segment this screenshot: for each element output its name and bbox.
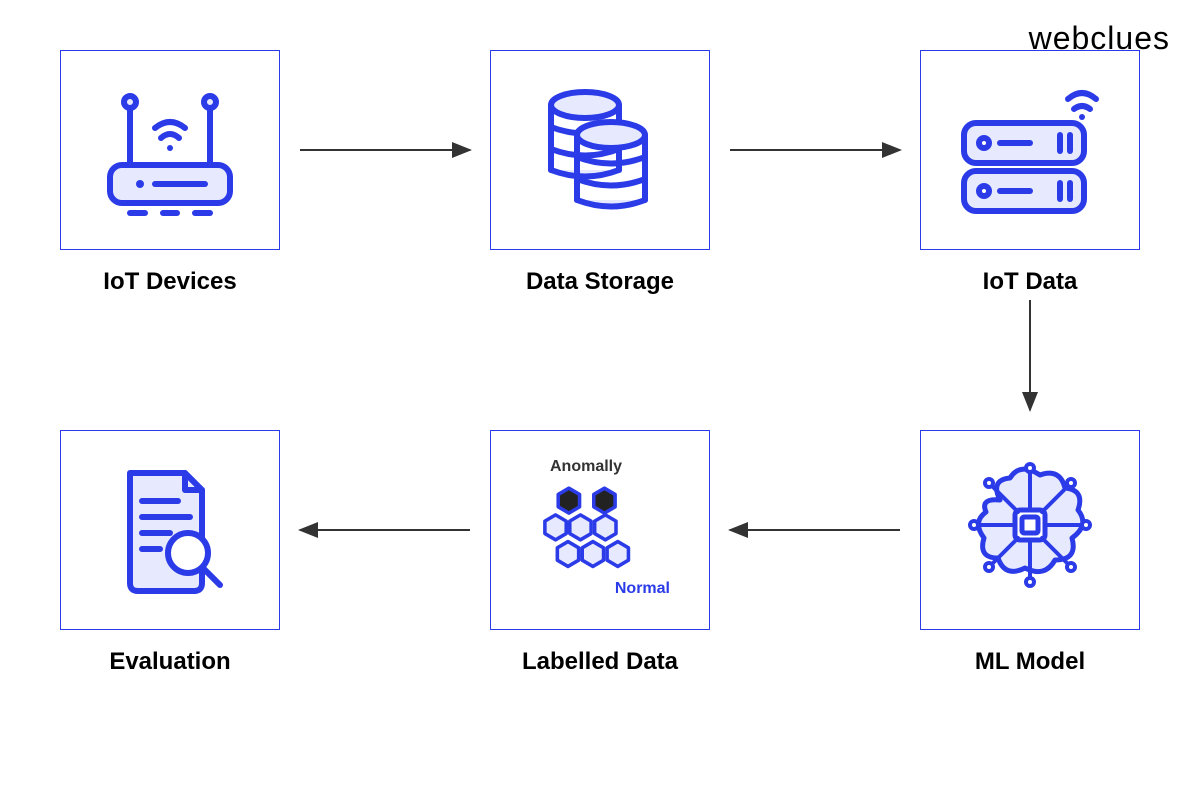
node-data-storage: Data Storage [490,50,710,296]
node-label: Data Storage [490,268,710,296]
hexagons-icon: Anomally Normal [520,450,680,610]
node-labelled-data: Anomally Normal Labelled Data [490,430,710,676]
node-label: IoT Data [920,268,1140,296]
anomaly-label: Anomally [550,458,622,476]
node-evaluation: Evaluation [60,430,280,676]
node-label: IoT Devices [60,268,280,296]
node-label: ML Model [920,648,1140,676]
node-label: Labelled Data [490,648,710,676]
doc-search-icon [90,450,250,610]
servers-icon [950,70,1110,230]
database-icon [520,70,680,230]
node-iot-data: IoT Data [920,50,1140,296]
node-label: Evaluation [60,648,280,676]
brain-chip-icon [950,450,1110,610]
normal-label: Normal [615,580,670,598]
router-icon [90,70,250,230]
node-iot-devices: IoT Devices [60,50,280,296]
flow-diagram: IoT Devices [0,0,1200,800]
node-ml-model: ML Model [920,430,1140,676]
